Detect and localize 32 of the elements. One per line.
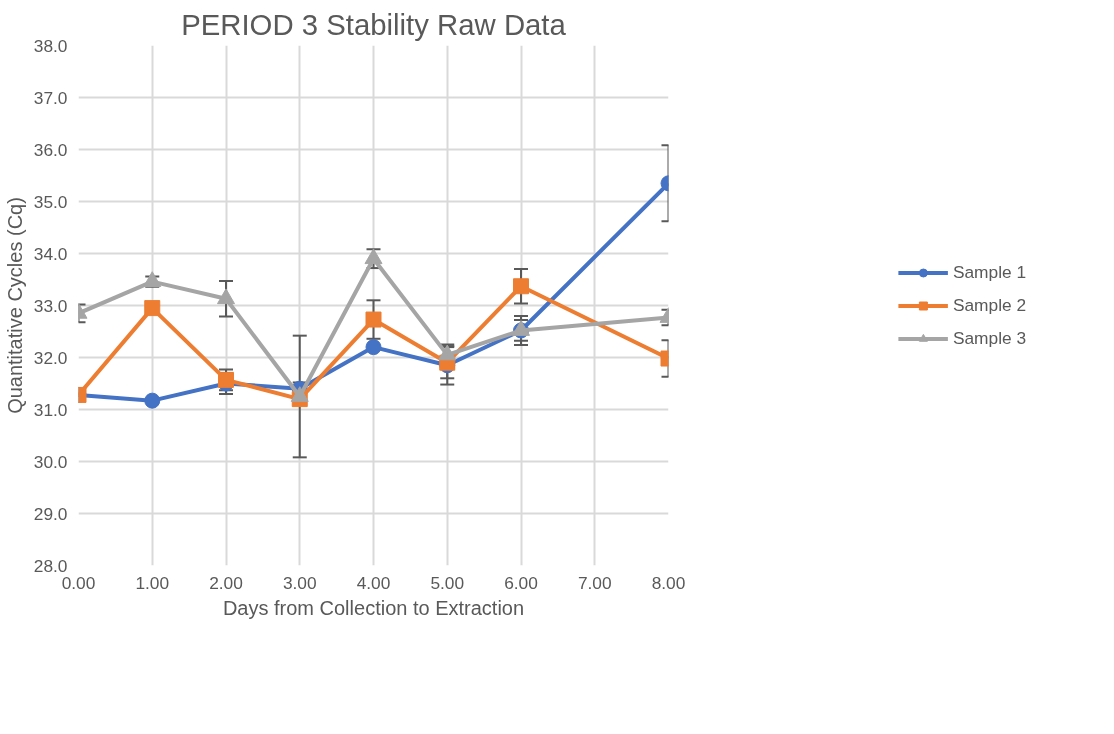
point [513,278,529,295]
point [144,392,161,409]
x-tick-label: 8.00 [651,572,686,593]
y-tick-label: 38.0 [33,35,68,56]
point [144,300,161,317]
x-tick-label: 4.00 [356,572,391,593]
y-tick-label: 30.0 [33,451,68,472]
y-tick-label: 32.0 [33,347,68,368]
y-tick-label: 36.0 [33,139,68,160]
point [217,288,235,305]
y-tick-label: 29.0 [33,503,68,524]
y-tick-label: 31.0 [33,399,68,420]
x-tick-label: 3.00 [282,572,317,593]
y-tick-label: 37.0 [33,87,68,108]
y-axis-title: Quantitative Cycles (Cq) [3,197,26,414]
point [365,311,382,328]
point [365,339,382,356]
y-tick-label: 35.0 [33,191,68,212]
y-tick-label: 33.0 [33,295,68,316]
point [218,371,234,388]
point [364,248,383,265]
y-tick-label: 34.0 [33,243,68,264]
x-axis-title: Days from Collection to Extraction [222,596,525,619]
legend-label: Sample 1 [952,261,1027,283]
x-tick-label: 2.00 [209,572,243,593]
x-tick-label: 5.00 [430,572,465,593]
x-tick-label: 6.00 [504,572,538,593]
legend-label: Sample 2 [952,294,1027,316]
legend-label: Sample 3 [952,327,1027,349]
x-tick-label: 7.00 [577,572,612,593]
x-tick-label: 1.00 [135,572,170,593]
chart-title: PERIOD 3 Stability Raw Data [181,7,567,41]
